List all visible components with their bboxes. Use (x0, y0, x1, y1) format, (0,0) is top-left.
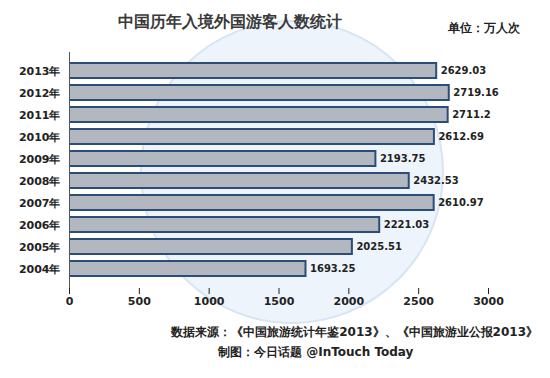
svg-text:2711.2: 2711.2 (452, 109, 491, 120)
html-text:数据来源：《中国旅游统计年鉴2013》、《中国旅游业公报20: 数据来源：《中国旅游统计年鉴2013》、《中国旅游业公报2013》 (171, 325, 538, 339)
svg-text:2719.16: 2719.16 (453, 87, 499, 98)
svg-text:2012年: 2012年 (19, 87, 61, 100)
svg-text:2432.53: 2432.53 (413, 175, 459, 186)
svg-text:2629.03: 2629.03 (441, 65, 487, 76)
svg-text:2013年: 2013年 (19, 65, 61, 78)
svg-text:2004年: 2004年 (19, 263, 61, 276)
svg-text:2011年: 2011年 (19, 109, 61, 122)
svg-text:2005年: 2005年 (19, 241, 61, 254)
svg-text:2221.03: 2221.03 (384, 219, 430, 230)
html-text:中国历年入境外国游客人数统计: 中国历年入境外国游客人数统计 (118, 12, 342, 31)
svg-text:2007年: 2007年 (19, 197, 61, 210)
svg-text:0: 0 (66, 295, 74, 308)
svg-text:2010年: 2010年 (19, 131, 61, 144)
svg-text:2000: 2000 (334, 295, 365, 308)
svg-text:3000: 3000 (473, 295, 504, 308)
svg-text:2008年: 2008年 (19, 175, 61, 188)
svg-text:1000: 1000 (194, 295, 225, 308)
svg-text:1693.25: 1693.25 (310, 263, 356, 274)
html-text:单位：万人次: 单位：万人次 (448, 21, 520, 35)
svg-text:2612.69: 2612.69 (438, 131, 484, 142)
svg-text:2025.51: 2025.51 (356, 241, 402, 252)
svg-text:1500: 1500 (264, 295, 295, 308)
svg-text:2500: 2500 (403, 295, 434, 308)
svg-text:2006年: 2006年 (19, 219, 61, 232)
svg-text:500: 500 (128, 295, 151, 308)
svg-text:2009年: 2009年 (19, 153, 61, 166)
html-text:制图：今日话题 @InTouch Today: 制图：今日话题 @InTouch Today (218, 345, 414, 359)
svg-text:2193.75: 2193.75 (380, 153, 426, 164)
svg-text:2610.97: 2610.97 (438, 197, 484, 208)
